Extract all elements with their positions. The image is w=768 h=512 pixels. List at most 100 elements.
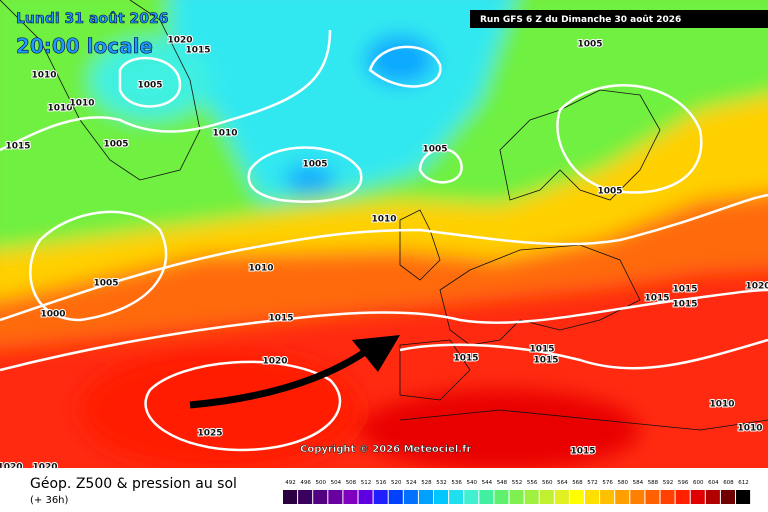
legend-swatch bbox=[494, 490, 509, 504]
isobar-label: 1010 bbox=[371, 215, 396, 225]
legend-value: 532 bbox=[436, 480, 447, 486]
legend-value: 540 bbox=[467, 480, 478, 486]
legend-swatch bbox=[615, 490, 630, 504]
legend-value: 548 bbox=[497, 480, 508, 486]
coastlines bbox=[0, 0, 768, 431]
isobar-label: 1005 bbox=[93, 279, 118, 289]
legend-value: 612 bbox=[738, 480, 749, 486]
isobar-label: 1025 bbox=[197, 429, 222, 439]
legend-value: 496 bbox=[300, 480, 311, 486]
isobar-label: 1015 bbox=[268, 314, 293, 324]
isobar-label: 1010 bbox=[212, 129, 237, 139]
color-legend: 492 496 500 504 508 512 516 520 524 528 532 536 540 5… bbox=[283, 480, 751, 504]
legend-value: 572 bbox=[587, 480, 598, 486]
legend-value: 568 bbox=[572, 480, 583, 486]
legend-value: 492 bbox=[285, 480, 296, 486]
legend-swatch bbox=[388, 490, 403, 504]
legend-swatch bbox=[660, 490, 675, 504]
legend-value: 604 bbox=[708, 480, 719, 486]
isobar-label: 1015 bbox=[672, 285, 697, 295]
footer-title: Géop. Z500 & pression au sol bbox=[30, 476, 237, 492]
isobar-label: 1005 bbox=[422, 145, 447, 155]
legend-value: 524 bbox=[406, 480, 417, 486]
legend-value: 512 bbox=[361, 480, 372, 486]
legend-value: 504 bbox=[331, 480, 342, 486]
legend-value: 580 bbox=[618, 480, 629, 486]
isobar-label: 1020 bbox=[745, 282, 768, 292]
isobar-label: 1015 bbox=[185, 46, 210, 56]
isobar-label: 1010 bbox=[47, 104, 72, 114]
local-time: 20:00 locale bbox=[16, 34, 153, 58]
legend-value: 544 bbox=[482, 480, 493, 486]
isobar-label: 1010 bbox=[69, 99, 94, 109]
isobar-label: 1000 bbox=[40, 310, 65, 320]
date: Lundi 31 août 2026 bbox=[16, 11, 168, 27]
isobar-label: 1020 bbox=[167, 36, 192, 46]
legend-value: 576 bbox=[602, 480, 613, 486]
run-info: Run GFS 6 Z du Dimanche 30 août 2026 bbox=[480, 15, 681, 25]
legend-value: 552 bbox=[512, 480, 523, 486]
isobar-label: 1015 bbox=[644, 294, 669, 304]
legend-value: 556 bbox=[527, 480, 538, 486]
legend-value: 516 bbox=[376, 480, 387, 486]
legend-swatch bbox=[675, 490, 690, 504]
legend-value: 508 bbox=[346, 480, 357, 486]
legend-swatch bbox=[524, 490, 539, 504]
flow-arrow bbox=[189, 335, 400, 409]
isobar-label: 1010 bbox=[248, 264, 273, 274]
legend-swatch bbox=[328, 490, 343, 504]
isobars bbox=[0, 29, 768, 452]
isobar-label: 1005 bbox=[103, 140, 128, 150]
isobar-label: 1010 bbox=[709, 400, 734, 410]
legend-value: 500 bbox=[316, 480, 327, 486]
legend-value: 584 bbox=[633, 480, 644, 486]
z500-field bbox=[0, 0, 768, 470]
legend-swatch bbox=[720, 490, 735, 504]
legend-swatch bbox=[464, 490, 479, 504]
isobar-label: 1010 bbox=[737, 424, 762, 434]
legend-swatch bbox=[434, 490, 449, 504]
legend-swatch bbox=[449, 490, 464, 504]
run-box bbox=[470, 10, 768, 28]
legend-swatch bbox=[418, 490, 433, 504]
legend-value: 528 bbox=[421, 480, 432, 486]
legend-swatch bbox=[313, 490, 328, 504]
isobar-label: 1010 bbox=[31, 71, 56, 81]
legend-swatch bbox=[343, 490, 358, 504]
legend-value: 596 bbox=[678, 480, 689, 486]
isobar-label: 1005 bbox=[137, 81, 162, 91]
isobar-label: 1005 bbox=[302, 160, 327, 170]
legend-swatch bbox=[645, 490, 660, 504]
legend-swatch bbox=[373, 490, 388, 504]
legend-swatch bbox=[509, 490, 524, 504]
isobar-label: 1015 bbox=[570, 447, 595, 457]
legend-swatch bbox=[298, 490, 313, 504]
legend-value: 588 bbox=[648, 480, 659, 486]
legend-swatch bbox=[600, 490, 615, 504]
legend-swatch bbox=[585, 490, 600, 504]
legend-swatch bbox=[569, 490, 584, 504]
legend-swatch bbox=[690, 490, 705, 504]
legend-value: 560 bbox=[542, 480, 553, 486]
legend-swatch bbox=[736, 490, 751, 504]
isobar-label: 1005 bbox=[597, 187, 622, 197]
legend-value: 600 bbox=[693, 480, 704, 486]
copyright: Copyright © 2026 Meteociel.fr bbox=[300, 444, 471, 455]
legend-swatch bbox=[539, 490, 554, 504]
legend-swatch bbox=[630, 490, 645, 504]
legend-value: 564 bbox=[557, 480, 568, 486]
legend-swatch bbox=[403, 490, 418, 504]
isobar-label: 1005 bbox=[577, 40, 602, 50]
legend-swatch bbox=[479, 490, 494, 504]
legend-value: 536 bbox=[451, 480, 462, 486]
isobar-label: 1015 bbox=[529, 345, 554, 355]
legend-swatch bbox=[283, 490, 298, 504]
isobar-label: 1015 bbox=[533, 356, 558, 366]
legend-swatch bbox=[705, 490, 720, 504]
isobar-label: 1015 bbox=[5, 142, 30, 152]
legend-value: 520 bbox=[391, 480, 402, 486]
legend-swatch bbox=[358, 490, 373, 504]
isobar-label: 1020 bbox=[262, 357, 287, 367]
